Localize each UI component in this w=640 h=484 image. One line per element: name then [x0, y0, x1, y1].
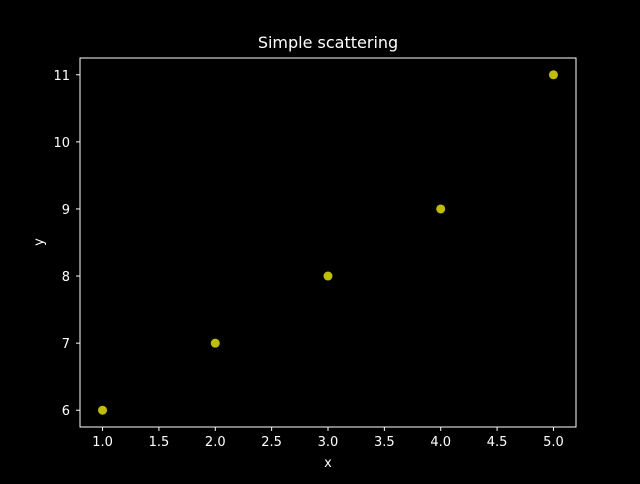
x-tick-label: 4.0 [430, 435, 451, 450]
x-axis-label: x [324, 456, 332, 471]
y-tick-label: 10 [53, 136, 70, 151]
scatter-point [323, 271, 333, 281]
scatter-point [98, 405, 108, 415]
y-axis-label: y [32, 238, 47, 246]
y-axis-ticks: 6 7 8 9 10 11 [53, 69, 80, 419]
x-tick-label: 5.0 [543, 435, 564, 450]
scatter-point [436, 204, 446, 214]
scatter-point [548, 70, 558, 80]
data-points [98, 70, 558, 415]
y-tick-label: 11 [53, 69, 70, 84]
x-tick-label: 2.0 [205, 435, 226, 450]
y-tick-label: 8 [62, 270, 70, 285]
chart-title: Simple scattering [258, 33, 398, 52]
plot-frame [79, 57, 577, 428]
scatter-point [210, 338, 220, 348]
x-tick-label: 1.5 [149, 435, 170, 450]
x-tick-label: 3.5 [374, 435, 395, 450]
x-tick-label: 2.5 [261, 435, 282, 450]
x-axis-ticks: 1.0 1.5 2.0 2.5 3.0 3.5 4.0 4.5 5.0 [92, 427, 564, 450]
x-tick-label: 1.0 [92, 435, 113, 450]
y-tick-label: 6 [62, 404, 70, 419]
x-tick-label: 3.0 [318, 435, 339, 450]
y-tick-label: 7 [62, 337, 70, 352]
plot-area [80, 58, 576, 427]
y-tick-label: 9 [62, 203, 70, 218]
x-tick-label: 4.5 [487, 435, 508, 450]
